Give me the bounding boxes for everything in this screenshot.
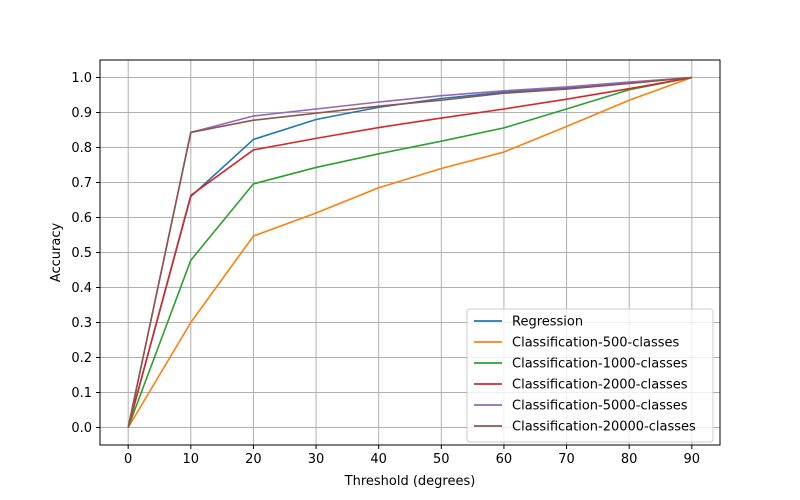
y-tick-label: 0.3 [71, 316, 92, 331]
y-tick-label: 0.8 [71, 141, 92, 156]
y-axis-label: Accuracy [49, 223, 64, 283]
x-tick-label: 80 [621, 452, 638, 467]
series-line-5 [127, 76, 692, 428]
x-tick-label: 10 [183, 452, 200, 467]
y-tick-label: 0.9 [71, 106, 92, 121]
y-tick-label: 1.0 [71, 71, 92, 86]
series-line-2 [127, 76, 692, 428]
y-tick-label: 0.6 [71, 211, 92, 226]
series-lines [127, 76, 693, 428]
x-tick-label: 40 [370, 452, 387, 467]
legend-label: Classification-500-classes [512, 336, 679, 351]
x-tick-label: 50 [433, 452, 450, 467]
legend-label: Classification-5000-classes [512, 399, 688, 414]
y-tick-label: 0.5 [71, 246, 92, 261]
series-line-4 [127, 76, 692, 428]
y-tick-label: 0.2 [71, 351, 92, 366]
x-tick-label: 20 [245, 452, 262, 467]
series-line-3 [127, 76, 692, 428]
x-tick-label: 30 [308, 452, 325, 467]
legend-label: Classification-1000-classes [512, 357, 688, 372]
y-tick-label: 0.4 [71, 281, 92, 296]
x-tick-label: 70 [558, 452, 575, 467]
legend-label: Regression [512, 315, 583, 330]
x-axis-label: Threshold (degrees) [344, 474, 476, 489]
y-tick-label: 0.7 [71, 176, 92, 191]
y-tick-label: 0.1 [71, 386, 92, 401]
x-tick-label: 0 [124, 452, 132, 467]
x-tick-label: 90 [684, 452, 701, 467]
series-line-1 [127, 76, 693, 428]
legend-label: Classification-20000-classes [512, 420, 696, 435]
axis-ticks: 0 10 20 30 40 50 60 70 80 90 0.0 0.1 0.2 0.3 0.4 0.5 0.6… [71, 71, 700, 467]
legend-box [466, 308, 714, 443]
y-tick-label: 0.0 [71, 421, 92, 436]
legend: Regression Classification-500-classes Clas… [466, 308, 714, 443]
legend-label: Classification-2000-classes [512, 378, 688, 393]
x-tick-label: 60 [496, 452, 513, 467]
